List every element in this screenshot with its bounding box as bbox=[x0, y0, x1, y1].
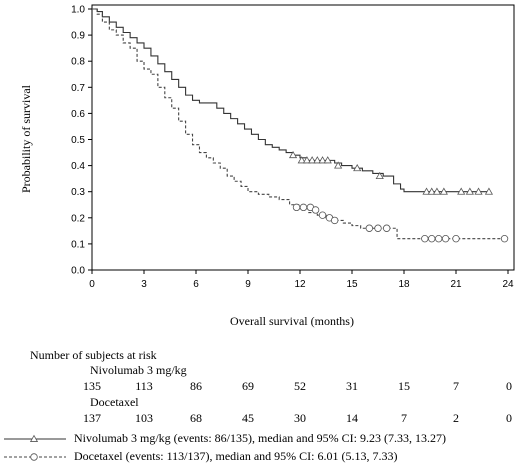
censor-mark-circle bbox=[330, 216, 339, 225]
at-risk-count: 68 bbox=[190, 411, 202, 425]
x-tick-label: 21 bbox=[450, 279, 462, 290]
risk-group-2-label: Docetaxel bbox=[90, 395, 139, 409]
y-tick-label: 0.9 bbox=[71, 31, 85, 42]
censor-mark-triangle bbox=[484, 187, 494, 195]
censor-mark-triangle bbox=[375, 171, 384, 179]
censor-mark-triangle bbox=[422, 187, 431, 195]
censor-mark-triangle bbox=[323, 156, 332, 164]
censor-mark-triangle bbox=[432, 187, 442, 195]
y-tick-label: 0.2 bbox=[71, 213, 85, 224]
censor-mark-circle bbox=[365, 224, 374, 232]
at-risk-count: 135 bbox=[83, 379, 101, 393]
y-axis-title: Probability of survival bbox=[19, 84, 33, 193]
km-line-docetaxel bbox=[92, 8, 508, 240]
at-risk-count: 0 bbox=[506, 411, 512, 425]
x-tick-label: 24 bbox=[502, 279, 514, 290]
censor-mark-triangle bbox=[313, 156, 322, 164]
x-tick-label: 18 bbox=[398, 279, 410, 290]
censor-mark-circle bbox=[318, 211, 327, 219]
risk-table-title: Number of subjects at risk bbox=[30, 348, 157, 362]
censor-mark-circle bbox=[452, 234, 460, 243]
y-tick-label: 0.8 bbox=[71, 57, 85, 68]
at-risk-count: 52 bbox=[294, 379, 306, 393]
series-nivolumab bbox=[92, 8, 494, 195]
censor-mark-circle bbox=[382, 224, 391, 232]
x-axis-title: Overall survival (months) bbox=[230, 314, 354, 328]
censor-mark-circle bbox=[434, 234, 443, 243]
censor-mark-circle bbox=[374, 224, 382, 232]
censor-mark-triangle bbox=[439, 187, 448, 195]
at-risk-count: 30 bbox=[294, 411, 306, 425]
censor-mark-circle bbox=[311, 206, 320, 214]
x-tick-label: 0 bbox=[89, 279, 95, 290]
chart-axes: 0.0 0.1 0.2 0.3 0.4 0.5 0.6 0.7 0.8 0.9 1.0 0 3 6 9 12 1… bbox=[71, 4, 515, 290]
censor-mark-triangle bbox=[427, 187, 436, 195]
y-tick-label: 0.7 bbox=[71, 83, 85, 94]
km-line-nivolumab bbox=[92, 8, 491, 193]
at-risk-count: 31 bbox=[346, 379, 358, 393]
y-tick-label: 0.5 bbox=[71, 135, 85, 146]
at-risk-count: 14 bbox=[346, 411, 358, 425]
at-risk-count: 86 bbox=[190, 379, 202, 393]
risk-group-1-label: Nivolumab 3 mg/kg bbox=[90, 363, 187, 377]
x-tick-label: 6 bbox=[193, 279, 199, 290]
at-risk-count: 2 bbox=[453, 411, 459, 425]
y-tick-label: 0.6 bbox=[71, 109, 85, 120]
legend-nivolumab-text: Nivolumab 3 mg/kg (events: 86/135), medi… bbox=[74, 431, 446, 445]
legend-circle-icon bbox=[30, 453, 38, 461]
censor-mark-triangle bbox=[457, 187, 466, 195]
y-tick-label: 0.4 bbox=[71, 161, 85, 172]
at-risk-count: 69 bbox=[242, 379, 254, 393]
legend-marks bbox=[4, 434, 66, 461]
x-tick-label: 3 bbox=[141, 279, 147, 290]
censor-mark-circle bbox=[441, 234, 450, 243]
y-tick-label: 1.0 bbox=[71, 5, 85, 16]
censor-mark-circle bbox=[500, 234, 509, 243]
censor-mark-circle bbox=[428, 234, 436, 243]
at-risk-count: 7 bbox=[401, 411, 407, 425]
at-risk-count: 137 bbox=[83, 411, 101, 425]
censor-mark-triangle bbox=[353, 164, 362, 172]
censor-mark-triangle bbox=[288, 150, 298, 159]
at-risk-count: 0 bbox=[506, 379, 512, 393]
censor-mark-circle bbox=[292, 203, 301, 212]
censor-mark-triangle bbox=[474, 187, 483, 195]
x-tick-label: 15 bbox=[346, 279, 358, 290]
censor-mark-triangle bbox=[465, 187, 474, 195]
at-risk-count: 7 bbox=[453, 379, 459, 393]
censor-mark-triangle bbox=[318, 156, 327, 164]
series-docetaxel bbox=[92, 8, 509, 243]
series-layer bbox=[92, 8, 509, 243]
censor-mark-triangle bbox=[297, 156, 306, 164]
legend-docetaxel-text: Docetaxel (events: 113/137), median and … bbox=[74, 449, 398, 463]
censor-mark-triangle bbox=[334, 161, 343, 169]
censor-mark-triangle bbox=[302, 156, 312, 164]
at-risk-count: 113 bbox=[135, 379, 153, 393]
legend-triangle-icon bbox=[29, 434, 39, 442]
x-tick-label: 12 bbox=[294, 279, 306, 290]
at-risk-count: 45 bbox=[242, 411, 254, 425]
censor-mark-triangle bbox=[308, 156, 317, 164]
plot-frame bbox=[91, 4, 515, 271]
y-tick-label: 0.3 bbox=[71, 187, 85, 198]
censor-mark-circle bbox=[421, 234, 429, 243]
censor-mark-circle bbox=[299, 203, 308, 212]
at-risk-count: 15 bbox=[398, 379, 410, 393]
y-tick-label: 0.1 bbox=[71, 239, 85, 250]
at-risk-count: 103 bbox=[135, 411, 153, 425]
y-tick-label: 0.0 bbox=[71, 266, 85, 277]
x-tick-label: 9 bbox=[245, 279, 251, 290]
